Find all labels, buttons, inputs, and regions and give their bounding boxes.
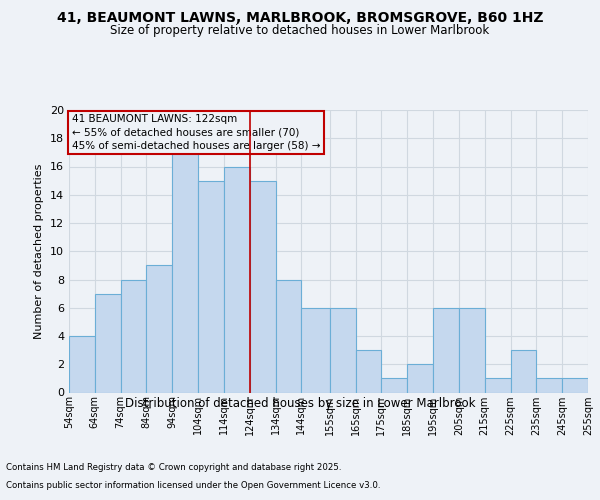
Bar: [224, 166, 250, 392]
Text: 41, BEAUMONT LAWNS, MARLBROOK, BROMSGROVE, B60 1HZ: 41, BEAUMONT LAWNS, MARLBROOK, BROMSGROV…: [57, 11, 543, 25]
Bar: [146, 266, 172, 392]
Bar: [250, 180, 275, 392]
Bar: [69, 336, 95, 392]
Bar: [485, 378, 511, 392]
Text: Size of property relative to detached houses in Lower Marlbrook: Size of property relative to detached ho…: [110, 24, 490, 37]
Bar: [562, 378, 588, 392]
Bar: [330, 308, 356, 392]
Text: 41 BEAUMONT LAWNS: 122sqm
← 55% of detached houses are smaller (70)
45% of semi-: 41 BEAUMONT LAWNS: 122sqm ← 55% of detac…: [71, 114, 320, 150]
Text: Distribution of detached houses by size in Lower Marlbrook: Distribution of detached houses by size …: [125, 398, 475, 410]
Bar: [459, 308, 485, 392]
Bar: [536, 378, 562, 392]
Bar: [275, 280, 301, 392]
Bar: [95, 294, 121, 392]
Text: Contains HM Land Registry data © Crown copyright and database right 2025.: Contains HM Land Registry data © Crown c…: [6, 464, 341, 472]
Bar: [433, 308, 459, 392]
Bar: [511, 350, 536, 393]
Bar: [407, 364, 433, 392]
Bar: [172, 152, 198, 392]
Bar: [301, 308, 330, 392]
Bar: [121, 280, 146, 392]
Y-axis label: Number of detached properties: Number of detached properties: [34, 164, 44, 339]
Bar: [356, 350, 382, 393]
Bar: [198, 180, 224, 392]
Text: Contains public sector information licensed under the Open Government Licence v3: Contains public sector information licen…: [6, 481, 380, 490]
Bar: [382, 378, 407, 392]
